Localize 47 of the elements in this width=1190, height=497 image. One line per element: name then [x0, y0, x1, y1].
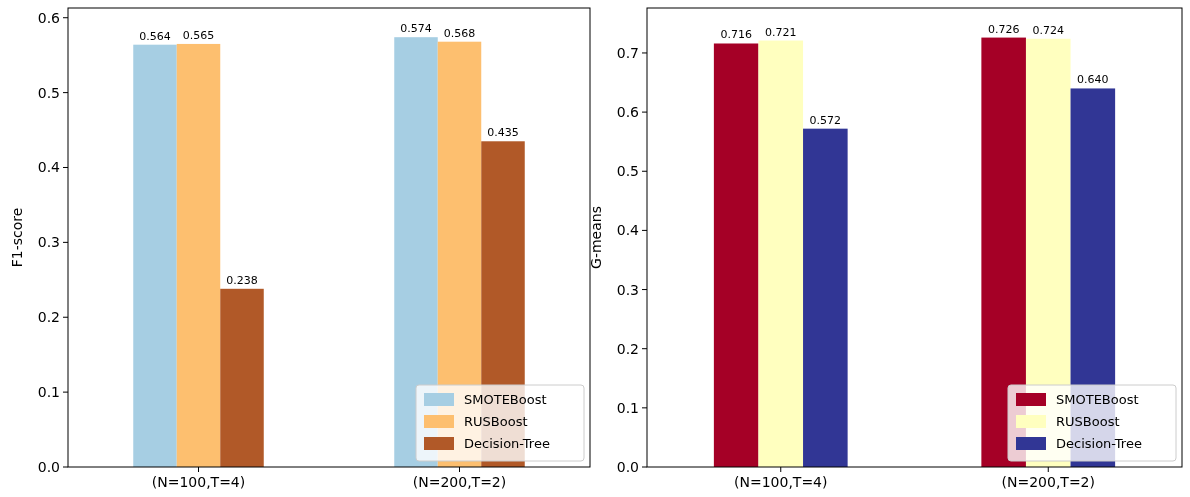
- bar: [713, 43, 759, 467]
- y-axis-title: F1-score: [9, 207, 25, 268]
- y-tick-label: 0.7: [616, 44, 639, 61]
- legend-label: SMOTEBoost: [1056, 392, 1139, 407]
- data-label: 0.435: [487, 126, 519, 140]
- y-tick-label: 0.2: [37, 309, 60, 326]
- bar: [981, 37, 1026, 467]
- y-tick-label: 0.0: [616, 459, 639, 475]
- x-tick-label: (N=200,T=2): [412, 474, 507, 490]
- y-tick-label: 0.3: [37, 234, 60, 251]
- data-label: 0.565: [182, 28, 215, 42]
- x-tick-label: (N=200,T=2): [1001, 474, 1095, 490]
- bar: [394, 37, 438, 467]
- y-tick-label: 0.0: [37, 459, 60, 475]
- y-tick-label: 0.1: [616, 399, 639, 416]
- data-label: 0.726: [987, 22, 1020, 36]
- y-tick-label: 0.2: [616, 340, 639, 357]
- bar: [803, 128, 848, 467]
- data-label: 0.721: [765, 25, 797, 39]
- y-tick-label: 0.5: [616, 163, 639, 180]
- legend-label: RUSBoost: [1056, 414, 1120, 429]
- data-label: 0.572: [809, 113, 842, 127]
- bar: [176, 43, 221, 467]
- x-tick-label: (N=100,T=4): [734, 474, 828, 490]
- x-tick-label: (N=100,T=4): [151, 474, 246, 490]
- y-tick-label: 0.5: [37, 84, 60, 101]
- bar: [758, 40, 804, 467]
- y-tick-label: 0.6: [616, 104, 640, 121]
- y-tick-label: 0.3: [616, 281, 639, 298]
- legend-label: Decision-Tree: [464, 436, 550, 451]
- bar: [220, 288, 264, 467]
- data-label: 0.238: [226, 273, 258, 287]
- y-tick-label: 0.4: [616, 222, 640, 239]
- data-label: 0.574: [400, 22, 432, 36]
- legend-label: Decision-Tree: [1056, 436, 1142, 451]
- legend-label: SMOTEBoost: [464, 392, 547, 407]
- data-label: 0.640: [1077, 73, 1109, 87]
- y-tick-label: 0.6: [37, 9, 61, 26]
- y-tick-label: 0.1: [37, 384, 60, 401]
- y-tick-label: 0.4: [37, 159, 61, 176]
- data-label: 0.568: [443, 26, 476, 40]
- legend-label: RUSBoost: [464, 414, 528, 429]
- bar: [133, 44, 177, 467]
- y-axis-title: G-means: [588, 206, 604, 269]
- data-label: 0.724: [1032, 23, 1064, 37]
- data-label: 0.564: [139, 29, 171, 43]
- data-label: 0.716: [720, 28, 752, 42]
